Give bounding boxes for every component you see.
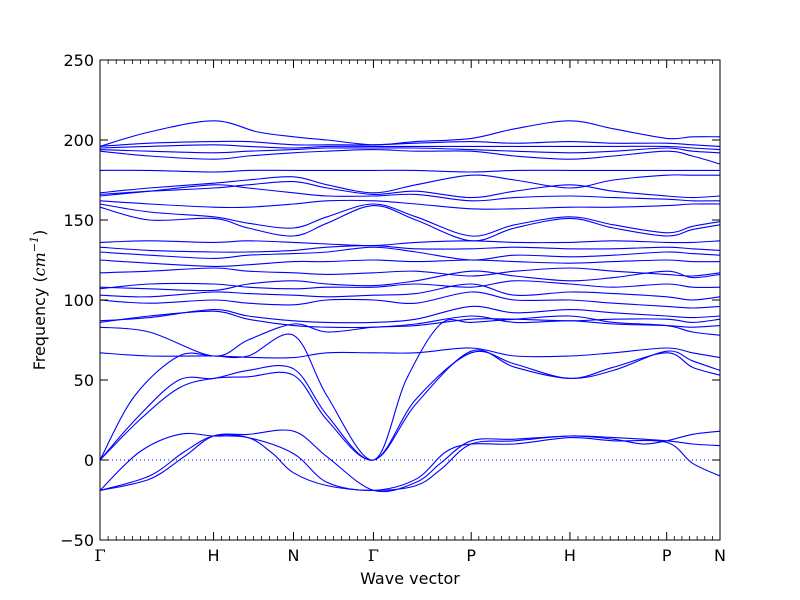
phonon-band-17 [99,246,721,261]
x-tick-label: H [208,546,220,565]
phonon-band-18 [99,245,721,253]
plot-frame [99,59,721,541]
y-tick-label: −50 [60,531,94,550]
x-tick-label: H [564,546,576,565]
phonon-band-25 [99,174,720,194]
phonon-band-26 [99,169,720,173]
y-tick-label: 50 [74,371,94,390]
phonon-band-15 [99,267,721,277]
phonon-band-3 [99,432,721,492]
y-tick-label: 150 [63,211,94,230]
phonon-band-30 [99,140,721,147]
phonon-band-28 [99,147,721,154]
x-tick-label: N [714,546,726,565]
phonon-band-4 [99,349,721,461]
phonon-band-12 [99,283,721,301]
phonon-band-24 [99,180,721,199]
phonon-band-16 [99,259,721,267]
bands-layer [99,120,721,493]
y-axis-label-suffix: ) [30,230,49,236]
phonon-band-27 [99,149,721,165]
phonon-band-23 [99,184,721,202]
x-tick-label: P [466,546,476,565]
phonon-band-10 [99,305,721,324]
y-axis-ticks: −50 0 50 100 150 200 250 [60,51,720,550]
y-tick-label: 0 [84,451,94,470]
phonon-band-21 [99,203,721,237]
phonon-band-11 [99,291,721,309]
phonon-band-29 [99,144,721,151]
x-tick-label: Γ [368,546,379,565]
phonon-band-9 [99,310,721,329]
x-axis-label: Wave vector [360,569,460,588]
y-tick-label: 200 [63,131,94,150]
phonon-band-31 [99,120,721,147]
phonon-band-5 [99,350,721,461]
phonon-band-13 [99,280,721,290]
y-axis-label-unit-exponent: −1 [28,236,41,252]
phonon-band-20 [99,205,721,242]
phonon-band-8 [99,318,721,357]
x-tick-label: Γ [94,546,105,565]
phonon-band-19 [99,240,721,247]
y-tick-label: 250 [63,51,94,70]
y-axis-label: Frequency (cm−1) [28,230,49,371]
phonon-band-14 [99,270,721,292]
y-axis-label-unit: cm [30,252,49,276]
phonon-band-22 [99,199,721,210]
x-tick-label: N [288,546,300,565]
phonon-band-7 [99,347,721,359]
y-tick-label: 100 [63,291,94,310]
phonon-band-6 [99,315,721,461]
y-axis-label-prefix: Frequency ( [30,276,49,370]
x-tick-label: P [662,546,672,565]
phonon-band-2 [99,429,721,493]
